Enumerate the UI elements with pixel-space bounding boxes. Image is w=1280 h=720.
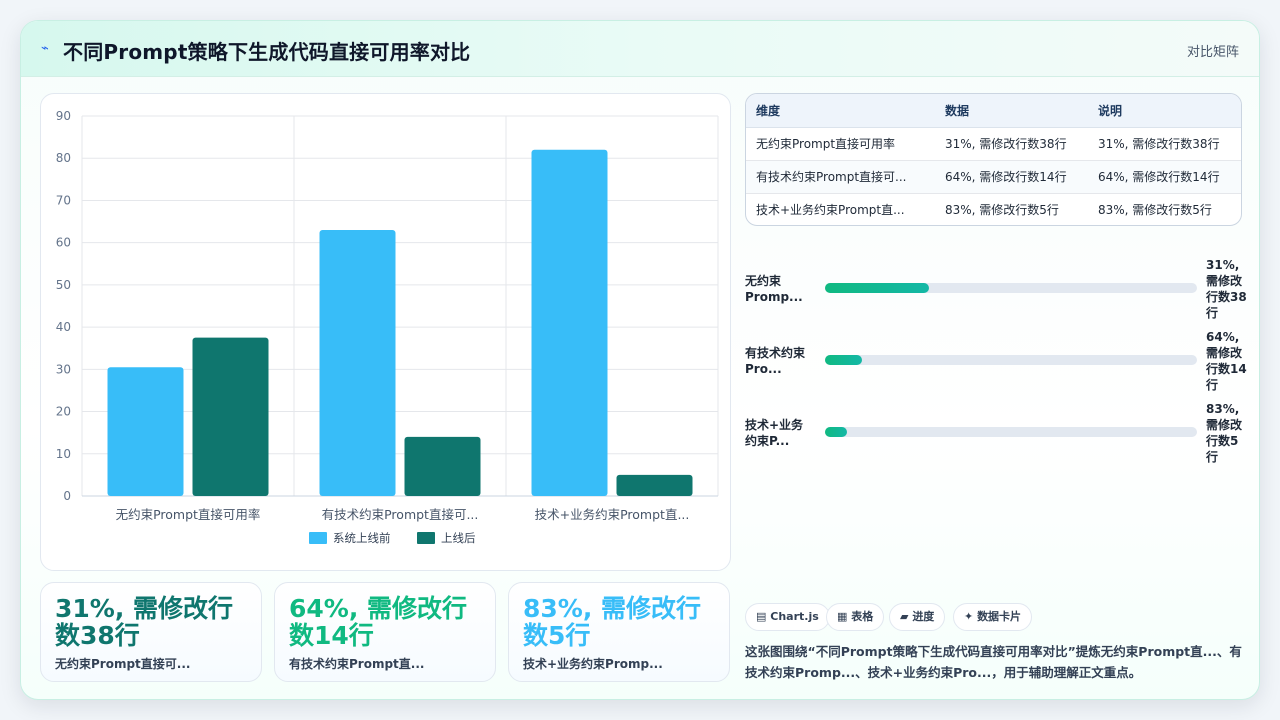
y-tick-label: 10 (56, 447, 71, 461)
progress-fill (825, 283, 930, 293)
y-tick-label: 40 (56, 320, 71, 334)
summary-text: 这张图围绕“不同Prompt策略下生成代码直接可用率对比”提炼无约束Prompt… (745, 644, 1242, 680)
progress-label: 有技术约束Pro... (745, 346, 806, 376)
table-cell: 31%, 需修改行数38行 (1088, 127, 1241, 161)
table-row: 无约束Prompt直接可用率 31%, 需修改行数38行 31%, 需修改行数3… (746, 127, 1241, 161)
progress-track (825, 283, 1197, 293)
progress-row: 无约束Promp... 31%, 需修改行数38行 (745, 257, 1247, 320)
bar (107, 367, 184, 496)
legend-label: 系统上线前 (333, 531, 391, 545)
stat-value: 31%, 需修改行数38行 (55, 594, 234, 650)
table-header-row: 维度 数据 说明 (746, 94, 1241, 128)
chip-chartjs[interactable]: ▤ Chart.js (745, 603, 830, 631)
y-tick-label: 0 (63, 489, 71, 503)
bar-chart-panel: 0 10 20 30 40 50 60 70 80 90 无约束Prompt直接可用率 有技术约束Pr… (40, 93, 731, 571)
header-bar: ⌁ 不同Prompt策略下生成代码直接可用率对比 对比矩阵 (21, 21, 1259, 77)
progress-track (825, 355, 1197, 365)
progress-track (825, 427, 1197, 437)
stat-card: 83%, 需修改行数5行 技术+业务约束Promp... (508, 582, 730, 682)
legend-swatch (309, 532, 327, 544)
bar-chart: 0 10 20 30 40 50 60 70 80 90 无约束Prompt直接可用率 有技术约束Pr… (56, 109, 719, 545)
page-title: 不同Prompt策略下生成代码直接可用率对比 (63, 40, 471, 64)
data-table-panel: 维度 数据 说明 无约束Prompt直接可用率 31%, 需修改行数38行 31… (745, 93, 1242, 226)
chart-icon: ▤ (756, 610, 767, 623)
bar (616, 474, 693, 496)
stat-label: 有技术约束Prompt直... (289, 657, 425, 671)
progress-value: 31%, 需修改行数38行 (1206, 258, 1247, 320)
bar (319, 230, 396, 496)
legend-swatch (417, 532, 435, 544)
table-header-cell: 说明 (1088, 94, 1241, 128)
progress-fill (825, 355, 863, 365)
header-tag: 对比矩阵 (1186, 45, 1239, 60)
chip-label: 表格 (851, 610, 874, 623)
y-tick-label: 90 (56, 109, 71, 123)
legend-label: 上线后 (441, 531, 476, 545)
y-tick-label: 80 (56, 151, 71, 165)
y-tick-label: 30 (56, 362, 71, 376)
table-cell: 64%, 需修改行数14行 (935, 160, 1088, 194)
chip-progress[interactable]: ▰ 进度 (889, 603, 946, 631)
progress-label: 技术+业务约束P... (745, 418, 804, 448)
stat-card: 64%, 需修改行数14行 有技术约束Prompt直... (274, 582, 496, 682)
bar (404, 436, 481, 496)
data-table: 维度 数据 说明 无约束Prompt直接可用率 31%, 需修改行数38行 31… (746, 94, 1241, 225)
table-cell: 31%, 需修改行数38行 (935, 127, 1088, 161)
progress-fill (825, 427, 848, 437)
table-cell: 技术+业务约束Prompt直... (756, 203, 905, 218)
table-cell: 64%, 需修改行数14行 (1088, 160, 1241, 194)
bar (531, 149, 608, 496)
y-tick-label: 50 (56, 278, 71, 292)
bolt-icon: ⌁ (41, 41, 49, 56)
table-row: 有技术约束Prompt直接可... 64%, 需修改行数14行 64%, 需修改… (746, 160, 1241, 194)
stat-value: 64%, 需修改行数14行 (289, 594, 468, 650)
sparkle-icon: ✦ (964, 610, 974, 623)
chip-table[interactable]: ▦ 表格 (826, 603, 885, 631)
table-cell: 83%, 需修改行数5行 (1098, 203, 1212, 218)
x-tick-label: 无约束Prompt直接可用率 (116, 507, 261, 522)
table-cell: 83%, 需修改行数5行 (945, 203, 1059, 218)
stat-value: 83%, 需修改行数5行 (523, 594, 702, 650)
table-cell: 有技术约束Prompt直接可... (746, 160, 935, 194)
table-cell: 无约束Prompt直接可用率 (746, 127, 935, 161)
bar (192, 337, 269, 496)
table-row: 技术+业务约束Prompt直... 83%, 需修改行数5行 83%, 需修改行… (746, 193, 1241, 225)
y-tick-label: 20 (56, 405, 71, 419)
table-icon: ▦ (837, 610, 848, 623)
x-tick-label: 有技术约束Prompt直接可... (322, 507, 479, 522)
chip-label: 进度 (912, 610, 935, 623)
progress-value: 83%, 需修改行数5行 (1206, 402, 1243, 464)
progress-label: 无约束Promp... (745, 274, 803, 304)
x-tick-label: 技术+业务约束Prompt直... (535, 507, 690, 522)
progress-row: 技术+业务约束P... 83%, 需修改行数5行 (745, 401, 1245, 464)
progress-icon: ▰ (900, 610, 909, 623)
dashboard-card: ⌁ 不同Prompt策略下生成代码直接可用率对比 对比矩阵 0 10 20 30 40 5… (20, 20, 1260, 700)
y-tick-label: 70 (56, 193, 71, 207)
progress-value: 64%, 需修改行数14行 (1206, 330, 1247, 392)
stat-card: 31%, 需修改行数38行 无约束Prompt直接可... (40, 582, 262, 682)
stat-label: 无约束Prompt直接可... (55, 657, 191, 671)
chip-label: 数据卡片 (977, 610, 1022, 623)
table-header-cell: 维度 (746, 94, 935, 128)
table-header-cell: 数据 (935, 94, 1088, 128)
progress-row: 有技术约束Pro... 64%, 需修改行数14行 (745, 329, 1247, 392)
chip-data-card[interactable]: ✦ 数据卡片 (953, 603, 1033, 631)
y-tick-label: 60 (56, 236, 71, 250)
chip-label: Chart.js (770, 610, 819, 623)
stat-label: 技术+业务约束Promp... (523, 657, 663, 671)
